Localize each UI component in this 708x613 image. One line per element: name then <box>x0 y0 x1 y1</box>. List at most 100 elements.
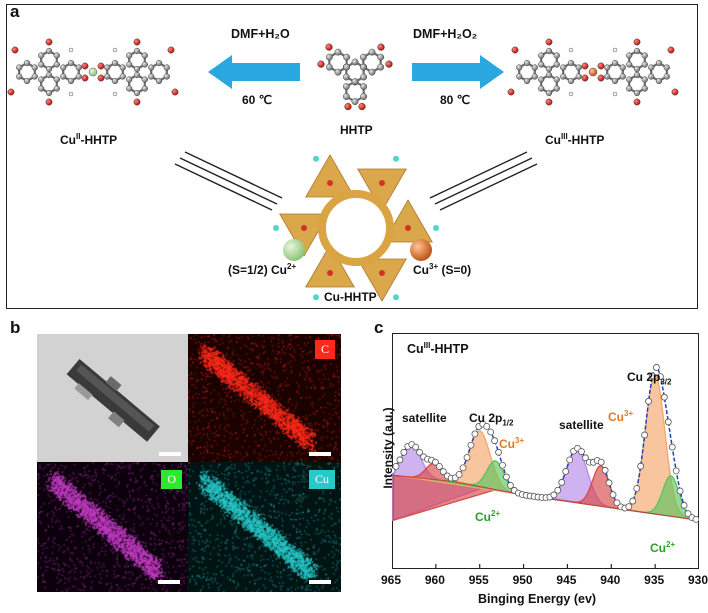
cuii-hhtp-carbon-atom <box>67 59 75 67</box>
cuii-hhtp-oxygen-atom <box>97 74 105 82</box>
cuiii-hhtp-carbon-atom <box>560 64 567 71</box>
data-point <box>684 510 692 518</box>
hhtp-carbon-atom <box>359 53 367 61</box>
cuii-hhtp-carbon-atom <box>126 76 133 83</box>
xtick-label: 955 <box>468 573 489 587</box>
cuii-hhtp-carbon-atom <box>53 76 60 83</box>
framework-tip <box>393 155 399 162</box>
cuii-hhtp-carbon-atom <box>16 64 23 71</box>
data-point <box>483 422 491 430</box>
hhtp-carbon-atom <box>359 63 367 71</box>
cuiii-hhtp-carbon-atom <box>538 52 545 59</box>
cuii-hhtp-oxygen-atom <box>45 98 53 106</box>
cuiii-hhtp-carbon-atom <box>633 89 641 97</box>
cuii-hhtp-carbon-atom <box>126 85 133 92</box>
cuii-hhtp-carbon-atom <box>53 52 60 59</box>
scale-bar-carbon <box>309 452 331 456</box>
cuiii-hhtp-oxygen-atom <box>511 46 519 54</box>
cuiii-hhtp-carbon-atom <box>641 52 648 59</box>
data-point <box>392 462 400 470</box>
framework-tip <box>393 294 399 301</box>
data-point <box>558 478 566 486</box>
data-point <box>554 486 562 494</box>
cuii-hhtp-carbon-atom <box>16 73 23 80</box>
cuiii-hhtp-carbon-atom <box>633 71 641 79</box>
cuiii-hhtp-label: CuIII-HHTP <box>545 132 605 147</box>
cuii-hhtp-carbon-atom <box>60 64 67 71</box>
cuii-hhtp-carbon-atom <box>104 64 111 71</box>
cuiii-hhtp-oxygen-atom <box>545 38 553 46</box>
cuii-hhtp-oxygen-atom <box>81 74 89 82</box>
spin-cu3-label: Cu3+ (S=0) <box>413 262 472 277</box>
annot-cu2p32: Cu 2p3/2 <box>627 370 672 387</box>
cu2-sphere <box>283 239 305 261</box>
annot-cu3-a: Cu3+ <box>499 436 525 451</box>
cuii-hhtp-carbon-atom <box>133 65 141 73</box>
cuii-hhtp-carbon-atom <box>126 52 133 59</box>
tag-copper: Cu <box>308 470 335 489</box>
cuiii-hhtp-carbon-atom <box>553 61 560 68</box>
right-lines <box>429 151 538 211</box>
cuii-hhtp-hydrogen-atom <box>68 47 74 53</box>
hhtp-carbon-atom <box>360 83 368 90</box>
data-point <box>653 364 660 371</box>
cuii-hhtp-oxygen-atom <box>97 62 105 70</box>
data-point <box>609 491 617 499</box>
framework-oxygen-atom <box>405 225 411 231</box>
hhtp-oxygen-atom <box>377 43 385 51</box>
framework-tip <box>313 155 319 162</box>
data-point <box>672 467 680 475</box>
left-arrow-reagent: DMF+H₂O <box>231 27 290 41</box>
tag-oxygen: O <box>161 470 182 489</box>
hhtp-oxygen-atom <box>317 60 325 68</box>
annot-cu2p12: Cu 2p1/2 <box>469 411 514 428</box>
cuii-hhtp-carbon-atom <box>133 47 141 55</box>
cuii-hhtp-oxygen-atom <box>7 88 15 96</box>
hhtp-carbon-atom <box>368 68 376 76</box>
cuii-hhtp-carbon-atom <box>111 59 119 67</box>
data-point <box>550 491 558 499</box>
cuiii-hhtp-hydrogen-atom <box>612 91 618 97</box>
panel-a-frame <box>6 4 698 309</box>
hhtp-carbon-atom <box>334 68 342 76</box>
map-carbon: C <box>188 334 341 462</box>
cuiii-hhtp-carbon-atom <box>619 64 626 71</box>
left-arrow-temp: 60 ℃ <box>242 93 273 107</box>
cuii-hhtp-carbon-atom <box>45 89 53 97</box>
cuii-hhtp-carbon-atom <box>38 76 45 83</box>
hhtp-carbon-atom <box>351 58 359 66</box>
framework-node <box>383 199 433 243</box>
cuiii-hhtp-carbon-atom <box>575 73 582 80</box>
data-point <box>396 456 404 464</box>
framework-node <box>305 244 355 288</box>
cuiii-hhtp-carbon-atom <box>553 85 560 92</box>
cuii-hhtp-oxygen-atom <box>133 98 141 106</box>
cuiii-hhtp-metal-atom <box>588 67 598 77</box>
panel-b-letter: b <box>10 318 21 337</box>
hhtp-carbon-atom <box>377 53 385 61</box>
cuiii-hhtp-oxygen-atom <box>633 98 641 106</box>
cuii-hhtp-carbon-atom <box>119 64 126 71</box>
right-arrow <box>412 55 504 89</box>
cuiii-hhtp-carbon-atom <box>523 77 531 85</box>
cuiii-hhtp-hydrogen-atom <box>568 47 574 53</box>
cuii-hhtp-carbon-atom <box>141 85 148 92</box>
data-point <box>633 485 641 492</box>
cuiii-hhtp-carbon-atom <box>560 73 567 80</box>
cuii-hhtp-carbon-atom <box>148 73 155 80</box>
cuii-hhtp-carbon-atom <box>155 77 163 85</box>
cuii-hhtp-label: CuII-HHTP <box>60 132 118 147</box>
annot-satellite-1: satellite <box>402 411 447 425</box>
cuii-hhtp-carbon-atom <box>163 64 170 71</box>
framework-oxygen-atom <box>301 225 307 231</box>
hhtp-carbon-atom <box>334 48 342 56</box>
hhtp-carbon-atom <box>325 53 333 61</box>
cuiii-hhtp-carbon-atom <box>663 64 670 71</box>
cuiii-hhtp-oxygen-atom <box>597 62 605 70</box>
cuiii-hhtp-carbon-atom <box>553 76 560 83</box>
data-point <box>641 431 649 439</box>
hhtp-carbon-atom <box>368 48 376 56</box>
xps-xlabel: Binging Energy (ev) <box>478 592 597 606</box>
cuii-hhtp-carbon-atom <box>75 64 82 71</box>
cuii-hhtp-carbon-atom <box>60 73 67 80</box>
